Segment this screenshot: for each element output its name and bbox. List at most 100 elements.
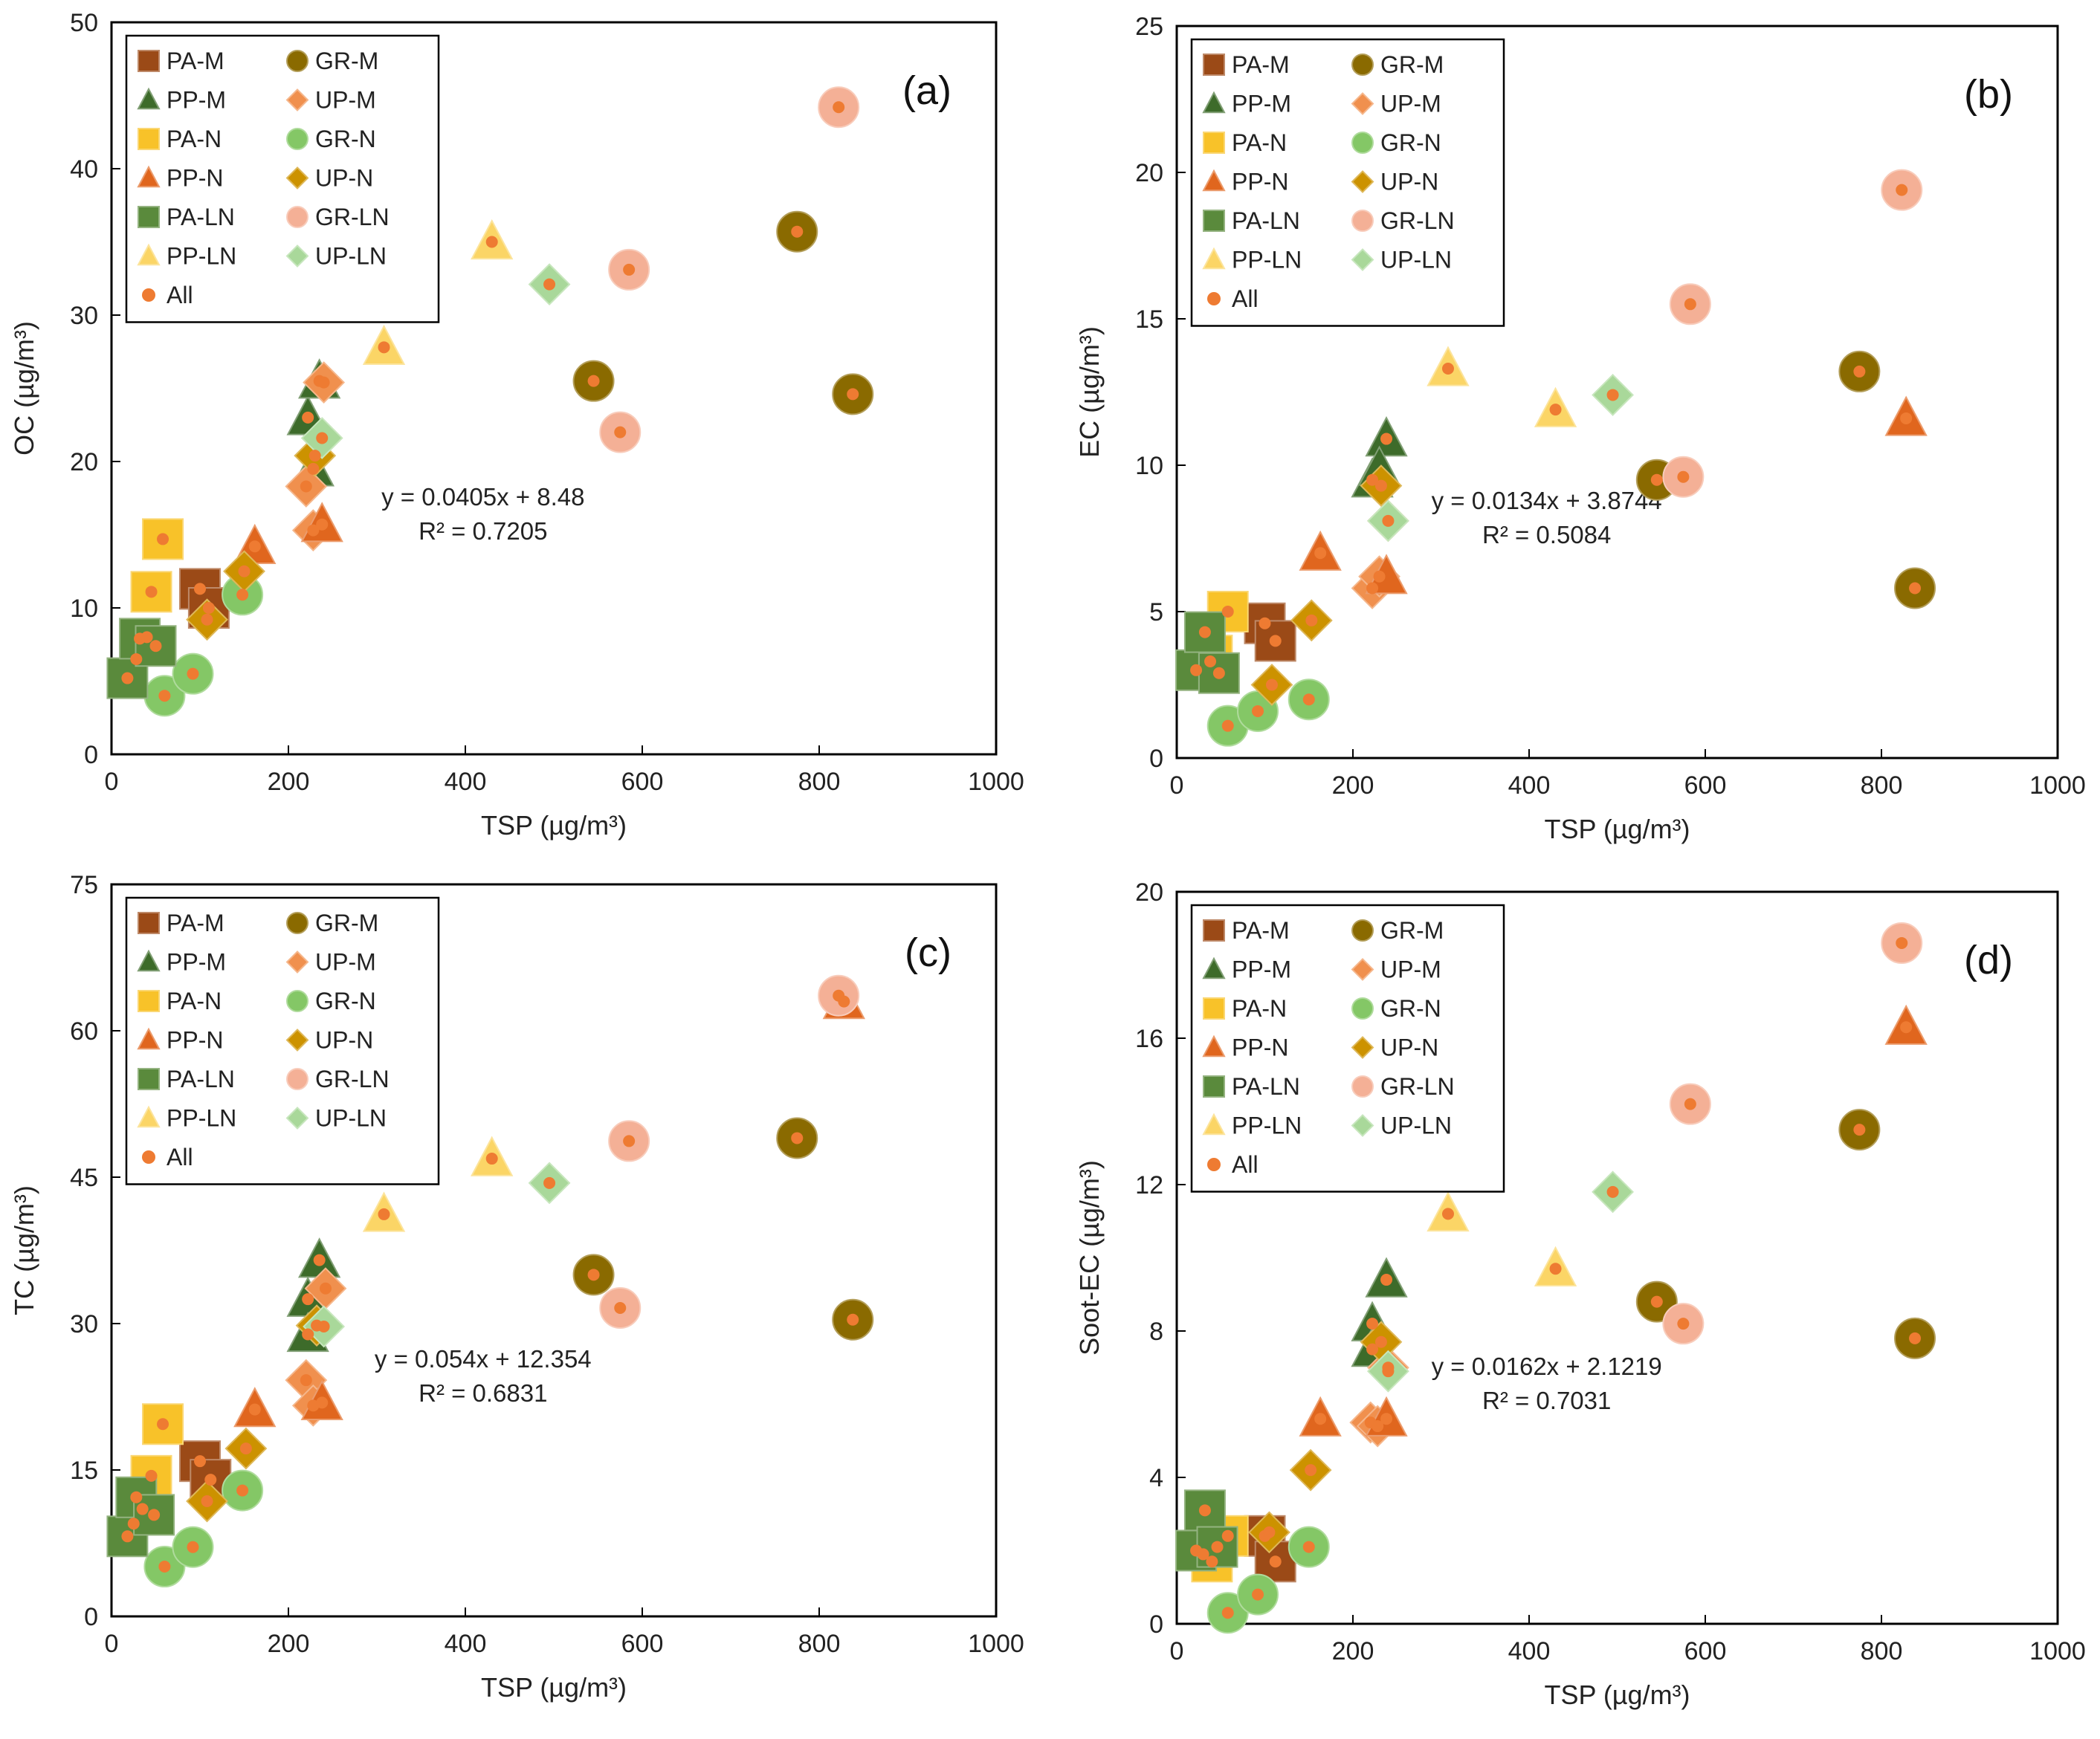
- point-all: [236, 589, 249, 601]
- point-all: [1198, 626, 1211, 638]
- x-tick-label: 400: [1508, 771, 1551, 800]
- legend-swatch-up-ln: [1351, 1114, 1374, 1137]
- point-all: [1896, 184, 1908, 196]
- legend-swatch-all: [1207, 1158, 1221, 1171]
- point-all: [543, 278, 556, 291]
- panel-label: (d): [1964, 938, 2013, 982]
- legend-swatch-pa-ln: [1203, 210, 1225, 232]
- legend-swatch-up-m: [1351, 92, 1374, 115]
- legend-label-gr-n: GR-N: [315, 126, 376, 152]
- y-tick-label: 60: [70, 1017, 98, 1046]
- legend-label-up-m: UP-M: [1380, 956, 1441, 983]
- y-axis-title: EC (µg/m³): [1074, 326, 1105, 458]
- legend-label-gr-ln: GR-LN: [315, 1066, 390, 1092]
- x-tick-label: 800: [798, 1630, 841, 1658]
- y-tick-label: 0: [84, 741, 98, 769]
- plot-area: [1175, 25, 2059, 760]
- point-all: [302, 1293, 314, 1306]
- point-all: [614, 426, 627, 438]
- point-all: [1684, 298, 1696, 311]
- y-tick-label: 0: [84, 1603, 98, 1631]
- point-all: [1374, 479, 1387, 492]
- point-all: [1221, 1607, 1234, 1619]
- x-tick-label: 0: [105, 1630, 119, 1658]
- y-tick-label: 0: [1149, 1610, 1163, 1639]
- legend-swatch-gr-ln: [286, 206, 308, 228]
- point-all: [1305, 1464, 1317, 1477]
- legend-swatch-pa-n: [138, 990, 160, 1012]
- legend-label-pa-m: PA-M: [167, 910, 224, 936]
- legend-swatch-pp-m: [137, 87, 161, 110]
- point-all: [485, 236, 498, 248]
- legend-label-gr-m: GR-M: [1380, 51, 1444, 78]
- legend-label-pa-n: PA-N: [167, 126, 222, 152]
- point-all: [485, 1153, 498, 1165]
- legend-label-up-m: UP-M: [1380, 91, 1441, 117]
- legend-label-pp-n: PP-N: [167, 1027, 223, 1054]
- legend-label-all: All: [167, 282, 193, 308]
- point-all: [1909, 1332, 1922, 1344]
- point-all: [1198, 1504, 1211, 1517]
- legend-label-pp-n: PP-N: [1232, 169, 1288, 195]
- point-all: [127, 1518, 140, 1530]
- point-all: [158, 690, 171, 702]
- legend-swatch-all: [1207, 292, 1221, 305]
- point-all: [1549, 404, 1562, 416]
- legend-swatch-gr-ln: [286, 1068, 308, 1090]
- legend-label-pp-ln: PP-LN: [167, 1105, 236, 1132]
- chart-panel-1: 0 200 400 600 800 1000 0 5 10 15 20 25 TSP (µg/m³) EC…: [1074, 13, 2086, 844]
- legend-label-pp-m: PP-M: [167, 87, 226, 114]
- y-tick-label: 40: [70, 155, 98, 184]
- legend-swatch-pp-n: [1202, 169, 1226, 192]
- legend-swatch-gr-n: [1351, 132, 1374, 154]
- point-all: [1314, 1413, 1327, 1425]
- legend-label-pa-ln: PA-LN: [167, 1066, 235, 1092]
- point-all: [121, 672, 134, 684]
- legend-swatch-pp-m: [137, 949, 161, 972]
- point-all: [1372, 1420, 1384, 1433]
- y-tick-label: 15: [70, 1457, 98, 1485]
- legend-swatch-up-m: [285, 951, 309, 974]
- legend-label-pp-ln: PP-LN: [1232, 1113, 1302, 1139]
- legend-label-pp-n: PP-N: [167, 165, 223, 192]
- x-tick-label: 400: [1508, 1637, 1551, 1665]
- point-all: [1259, 617, 1271, 629]
- legend-box: [1190, 38, 1505, 327]
- legend-label-gr-n: GR-N: [1380, 995, 1441, 1022]
- x-tick-label: 1000: [2029, 771, 2086, 800]
- point-all: [1252, 705, 1264, 717]
- plot-area: [110, 883, 998, 1618]
- legend-label-pp-n: PP-N: [1232, 1034, 1288, 1061]
- panel-label: (b): [1964, 72, 2013, 117]
- point-all: [313, 1254, 326, 1266]
- point-all: [1374, 1335, 1387, 1348]
- point-all: [614, 1301, 627, 1314]
- legend-label-up-m: UP-M: [315, 87, 376, 114]
- point-all: [1302, 693, 1315, 706]
- y-tick-label: 10: [70, 595, 98, 623]
- point-all: [1441, 1208, 1454, 1220]
- regression-equation: y = 0.0134x + 3.8744: [1432, 487, 1662, 514]
- legend-swatch-up-ln: [285, 245, 309, 268]
- panel-label: (a): [902, 68, 952, 113]
- point-all: [145, 1469, 158, 1482]
- legend-swatch-up-m: [285, 88, 309, 111]
- legend-label-gr-ln: GR-LN: [1380, 1073, 1455, 1100]
- chart-panel-3: 0 200 400 600 800 1000 0 4 8 12 16 20 TSP (µg/m³) Soo…: [1074, 878, 2086, 1710]
- legend-label-gr-ln: GR-LN: [1380, 207, 1455, 234]
- x-tick-label: 200: [268, 768, 310, 796]
- legend-swatch-pa-n: [1203, 132, 1225, 154]
- legend-label-pp-m: PP-M: [1232, 956, 1291, 983]
- point-all: [791, 1132, 804, 1144]
- point-all: [1366, 1343, 1379, 1356]
- point-all: [202, 602, 215, 614]
- legend-swatch-gr-n: [286, 990, 308, 1012]
- point-all: [316, 432, 329, 444]
- point-all: [316, 518, 329, 531]
- legend-swatch-gr-ln: [1351, 1075, 1374, 1098]
- chart-panel-0: 0 200 400 600 800 1000 0 10 20 30 40 50 TSP (µg/m³) O…: [9, 9, 1024, 841]
- point-all: [1366, 473, 1379, 486]
- point-all: [1252, 1588, 1264, 1601]
- point-all: [791, 225, 804, 238]
- x-axis-title: TSP (µg/m³): [481, 810, 627, 841]
